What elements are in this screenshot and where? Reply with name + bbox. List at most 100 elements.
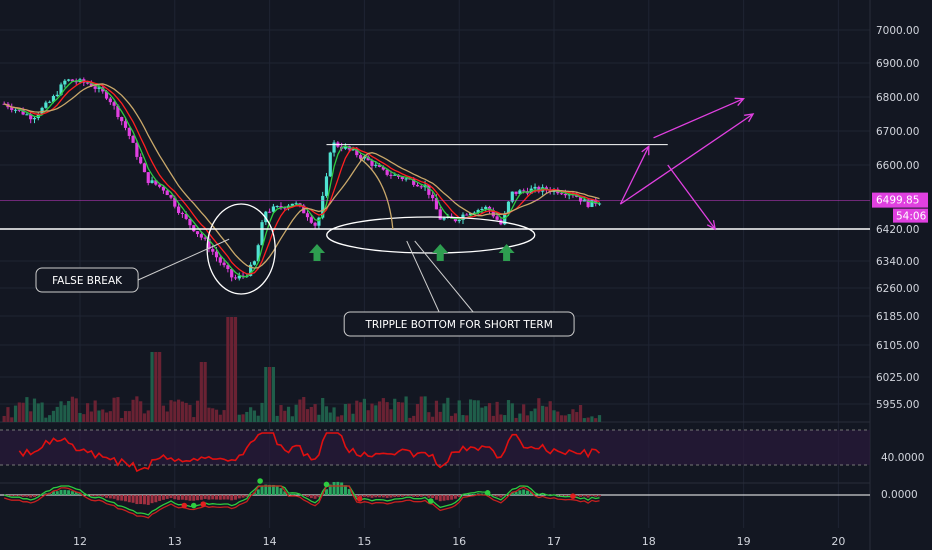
volume-bar bbox=[21, 402, 25, 422]
volume-bar bbox=[309, 406, 313, 422]
macd-histogram-bar bbox=[378, 495, 382, 498]
candle-body bbox=[559, 193, 564, 195]
macd-histogram-bar bbox=[67, 490, 71, 495]
volume-bar bbox=[370, 403, 374, 422]
volume-bar bbox=[408, 417, 412, 422]
volume-bar bbox=[211, 408, 215, 422]
macd-histogram-bar bbox=[226, 495, 230, 500]
macd-histogram-bar bbox=[506, 493, 510, 495]
macd-histogram-bar bbox=[582, 495, 586, 497]
candle-body bbox=[294, 203, 298, 205]
volume-bar bbox=[359, 402, 363, 422]
macd-histogram-bar bbox=[343, 485, 347, 495]
candle-body bbox=[230, 268, 234, 278]
volume-bar bbox=[533, 408, 537, 422]
volume-bar bbox=[36, 403, 40, 422]
volume-bar bbox=[400, 402, 404, 422]
volume-bar bbox=[195, 400, 200, 422]
y-tick-label: 6185.00 bbox=[876, 311, 919, 323]
volume-bars bbox=[2, 317, 602, 422]
volume-bar bbox=[67, 401, 71, 422]
candle-body bbox=[211, 249, 215, 252]
candle-body bbox=[222, 262, 226, 266]
candle-body bbox=[218, 257, 222, 263]
volume-bar bbox=[271, 367, 275, 422]
candle-body bbox=[563, 193, 567, 196]
volume-bar bbox=[139, 401, 143, 422]
candle-body bbox=[480, 208, 484, 211]
macd-histogram-bar bbox=[93, 495, 97, 497]
macd-cross-dot bbox=[323, 481, 330, 488]
macd-histogram-bar bbox=[14, 495, 18, 497]
volume-bar bbox=[582, 418, 586, 422]
candle-body bbox=[195, 231, 200, 235]
x-tick-label: 13 bbox=[168, 535, 182, 548]
candle-body bbox=[237, 275, 241, 279]
candle-body bbox=[116, 105, 120, 118]
rsi-line bbox=[18, 432, 601, 473]
volume-bar bbox=[480, 407, 484, 422]
macd-histogram-bar bbox=[230, 495, 234, 501]
volume-bar bbox=[252, 410, 257, 422]
candle-body bbox=[249, 264, 253, 276]
volume-bar bbox=[343, 403, 348, 422]
macd-histogram-bar bbox=[150, 495, 154, 504]
volume-bar bbox=[264, 367, 268, 422]
macd-histogram-bar bbox=[177, 495, 181, 500]
volume-bar bbox=[446, 397, 450, 422]
candle-body bbox=[533, 186, 537, 189]
volume-bar bbox=[180, 401, 184, 422]
y-axis: 7000.00 6900.00 6800.00 6700.00 6600.00 6420.… bbox=[872, 25, 928, 501]
macd-histogram-bar bbox=[116, 495, 120, 501]
macd-histogram-bar bbox=[491, 495, 495, 496]
macd-histogram-bar bbox=[245, 495, 249, 497]
candle-body bbox=[343, 146, 348, 149]
y-tick-label: 6420.00 bbox=[876, 224, 919, 236]
macd-histogram-bar bbox=[74, 491, 78, 495]
volume-bar bbox=[176, 399, 181, 422]
volume-bar bbox=[465, 415, 469, 422]
volume-bar bbox=[245, 411, 249, 422]
volume-bar bbox=[82, 414, 86, 422]
volume-bar bbox=[597, 415, 602, 422]
projection-arrow-line bbox=[619, 113, 754, 205]
volume-bar bbox=[123, 411, 128, 422]
x-tick-label: 17 bbox=[547, 535, 561, 548]
volume-bar bbox=[442, 403, 446, 422]
volume-bar bbox=[484, 406, 488, 422]
volume-bar bbox=[340, 415, 344, 422]
macd-histogram-bar bbox=[188, 495, 192, 501]
macd-histogram-bar bbox=[10, 495, 14, 497]
volume-bar bbox=[51, 410, 56, 422]
volume-bar bbox=[412, 415, 416, 422]
candle-body bbox=[359, 155, 363, 159]
volume-bar bbox=[169, 400, 173, 422]
volume-bar bbox=[226, 317, 230, 422]
macd-histogram-bar bbox=[400, 495, 404, 497]
volume-bar bbox=[25, 397, 29, 422]
candle-body bbox=[48, 101, 52, 103]
volume-bar bbox=[55, 406, 59, 422]
macd-histogram-bar bbox=[127, 495, 131, 503]
x-tick-label: 16 bbox=[452, 535, 466, 548]
macd-histogram-bar bbox=[560, 495, 564, 496]
macd-histogram-bar bbox=[533, 493, 537, 495]
macd-histogram-bar bbox=[590, 495, 594, 497]
volume-bar bbox=[503, 415, 507, 422]
candle-body bbox=[465, 214, 469, 216]
candle-body bbox=[252, 261, 257, 265]
volume-bar bbox=[249, 407, 253, 422]
volume-bar bbox=[495, 401, 499, 422]
macd-histogram-bar bbox=[465, 494, 469, 495]
x-tick-label: 15 bbox=[357, 535, 371, 548]
macd-histogram-bar bbox=[25, 495, 29, 497]
volume-bar bbox=[491, 415, 495, 422]
volume-bar bbox=[44, 417, 48, 422]
macd-histogram-bar bbox=[161, 495, 165, 500]
volume-bar bbox=[487, 403, 492, 422]
volume-bar bbox=[207, 407, 211, 422]
candle-body bbox=[233, 277, 238, 279]
volume-bar bbox=[499, 414, 503, 422]
candle-body bbox=[260, 222, 264, 246]
volume-bar bbox=[17, 402, 21, 422]
